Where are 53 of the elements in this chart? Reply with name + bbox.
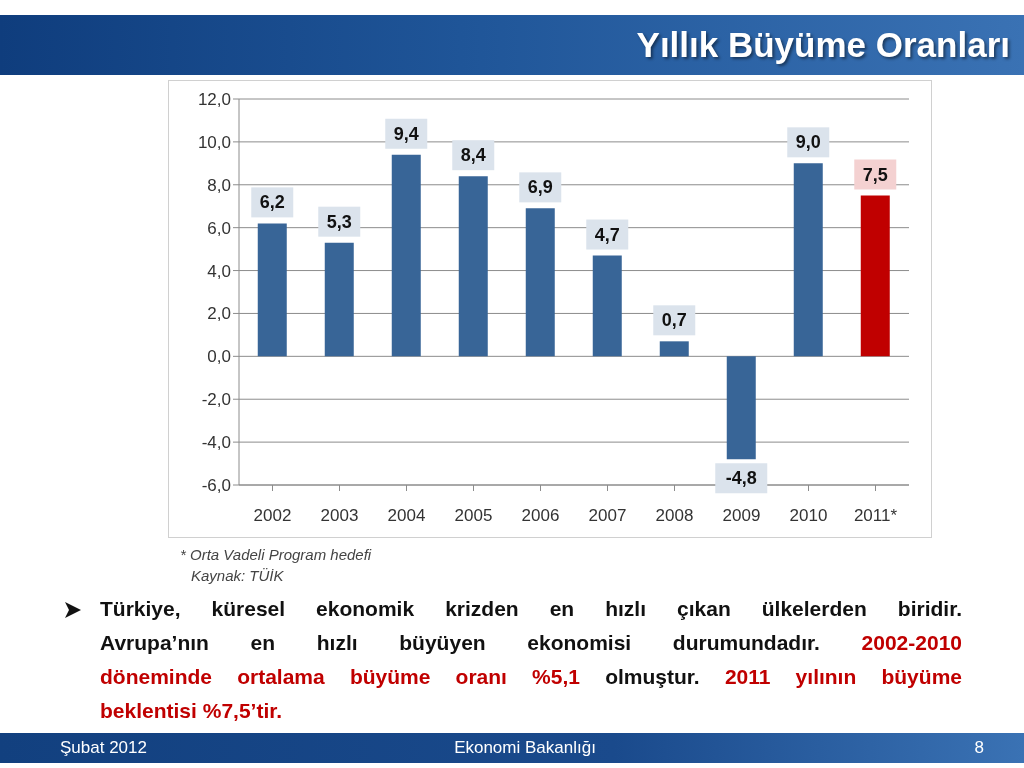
- bar: [726, 356, 756, 460]
- y-tick-label: 12,0: [197, 90, 231, 110]
- y-tick-label: -6,0: [201, 476, 231, 496]
- bar: [257, 223, 287, 357]
- y-tick-label: -2,0: [201, 390, 231, 410]
- x-tick-label: 2004: [387, 506, 426, 526]
- x-tick-label: 2002: [253, 506, 292, 526]
- text: Avrupa’nın en hızlı büyüyen ekonomisi durumundadır.: [100, 631, 820, 654]
- text: Kaynak: TÜİK: [191, 567, 284, 584]
- y-tick-label: 0,0: [207, 347, 231, 367]
- data-label: 9,0: [795, 132, 821, 153]
- text: Şubat 2012: [60, 738, 147, 757]
- y-tick-label: 8,0: [207, 175, 231, 195]
- data-label: 7,5: [862, 164, 888, 185]
- chart-title: Yıllık Büyüme Oranları: [636, 25, 1010, 64]
- bar: [592, 255, 622, 357]
- text: Türkiye, küresel ekonomik krizden en hızlı çıkan ülkelerden biridir.: [100, 597, 962, 620]
- data-label: 8,4: [460, 145, 486, 166]
- x-tick-label: 2011*: [853, 506, 898, 526]
- text: 8: [974, 738, 984, 757]
- y-tick-label: 2,0: [207, 304, 231, 324]
- x-tick-label: 2007: [588, 506, 627, 526]
- bar: [793, 163, 823, 357]
- data-label: 9,4: [393, 123, 419, 144]
- y-tick-label: -4,0: [201, 433, 231, 453]
- data-label: 6,9: [527, 177, 553, 198]
- x-tick-label: 2008: [655, 506, 694, 526]
- data-label: 0,7: [661, 310, 687, 331]
- text: 2002-2010: [861, 631, 962, 654]
- y-tick-label: 4,0: [207, 261, 231, 281]
- text: döneminde ortalama büyüme oranı %5,1: [100, 665, 580, 688]
- x-tick-label: 2006: [521, 506, 560, 526]
- x-tick-label: 2003: [320, 506, 359, 526]
- data-label: 4,7: [594, 224, 620, 245]
- y-tick-label: 6,0: [207, 218, 231, 238]
- x-tick-label: 2010: [789, 506, 828, 526]
- text: Ekonomi Bakanlığı: [454, 738, 596, 757]
- y-tick-label: 10,0: [197, 132, 231, 152]
- bar: [659, 341, 689, 357]
- bar: [458, 176, 488, 357]
- text: beklentisi %7,5’tir.: [100, 699, 283, 722]
- bar: [860, 195, 890, 357]
- text: 2011 yılının büyüme: [724, 665, 962, 688]
- text: * Orta Vadeli Program hedefi: [180, 546, 372, 563]
- data-label: 6,2: [259, 192, 285, 213]
- data-label: 5,3: [326, 211, 352, 232]
- x-tick-label: 2005: [454, 506, 493, 526]
- bar: [525, 208, 555, 357]
- bar: [391, 154, 421, 357]
- x-tick-label: 2009: [722, 506, 761, 526]
- bar: [324, 242, 354, 357]
- text: olmuştur.: [605, 665, 700, 688]
- data-label: -4,8: [725, 468, 757, 489]
